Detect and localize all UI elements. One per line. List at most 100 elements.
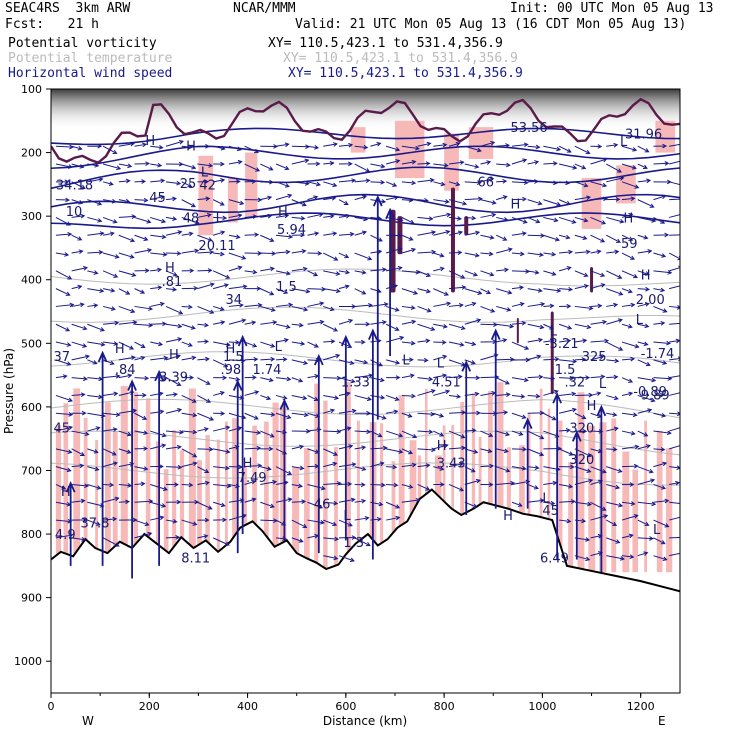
shade-lower	[391, 461, 396, 573]
y-tick-label: 500	[21, 337, 42, 350]
wind-vector	[291, 158, 310, 165]
wind-vector	[338, 231, 355, 237]
x-tick-label: 1200	[627, 700, 655, 713]
wind-vector	[401, 412, 413, 418]
wind-vector	[433, 430, 445, 437]
wind-vector	[150, 321, 167, 327]
y-tick-label: 600	[21, 401, 42, 414]
wind-vector	[291, 199, 307, 207]
x-tick-label: 200	[139, 700, 160, 713]
wind-vector	[244, 232, 260, 238]
wind-vector	[197, 356, 210, 362]
wind-vector	[134, 341, 146, 348]
wind-vector	[197, 339, 209, 344]
wind-vector	[134, 248, 153, 254]
wind-vector	[574, 338, 588, 344]
wind-vector	[637, 163, 648, 170]
shade-lower	[460, 401, 465, 573]
wind-vector	[527, 498, 545, 503]
wind-vector	[511, 446, 527, 452]
wind-vector	[102, 145, 118, 154]
wind-vector	[291, 232, 306, 238]
wind-vector	[653, 232, 670, 238]
wind-vector	[134, 481, 146, 487]
wind-vector	[213, 483, 232, 489]
wind-vector	[637, 478, 656, 485]
wind-vector	[386, 195, 399, 201]
wind-vector	[55, 412, 74, 417]
y-tick-label: 700	[21, 464, 42, 477]
hl-label: L	[636, 313, 644, 328]
wind-vector	[543, 376, 556, 381]
wind-vector	[669, 537, 680, 539]
wind-vector	[134, 234, 149, 241]
wind-vector	[165, 337, 183, 343]
contour-value-label: 20.11	[198, 239, 235, 254]
wind-vector	[213, 411, 226, 416]
wind-vector	[511, 216, 528, 224]
wind-vector	[480, 390, 497, 396]
terrain-fill	[51, 489, 680, 693]
wind-vector	[653, 412, 667, 418]
field-theta-name: Potential temperature	[8, 51, 173, 66]
wind-vector	[291, 428, 311, 434]
wind-vector	[55, 216, 72, 226]
wind-vector	[102, 270, 119, 278]
wind-vector	[653, 143, 668, 149]
wind-vector	[637, 377, 657, 383]
wind-vector	[55, 394, 73, 403]
wind-vector	[574, 145, 591, 155]
wind-vector	[165, 180, 182, 186]
wind-vector	[590, 338, 610, 344]
wind-vector	[323, 195, 337, 201]
wind-vector	[621, 234, 634, 241]
wind-vector	[511, 412, 527, 420]
wind-vector	[276, 357, 288, 362]
shade-lower	[63, 403, 69, 573]
wind-vector	[386, 375, 401, 380]
wind-vector	[87, 249, 104, 255]
wind-vector	[338, 284, 350, 290]
shade-lower	[519, 445, 525, 573]
shade-upper-1	[245, 152, 258, 217]
header-fcst: Fcst: 21 h	[5, 17, 99, 32]
contour-value-label: 59	[621, 237, 638, 252]
wind-vector	[370, 234, 383, 242]
wind-vector	[181, 285, 199, 291]
wind-vector	[244, 463, 263, 469]
wind-vector	[496, 392, 511, 397]
wind-vector	[118, 448, 132, 454]
wind-vector	[464, 318, 482, 325]
hl-label: H	[641, 269, 651, 284]
wind-vector	[386, 515, 401, 521]
wind-vector	[291, 377, 304, 383]
wind-vector	[527, 430, 545, 440]
wind-vector	[244, 163, 261, 172]
wind-vector	[165, 518, 178, 524]
x-axis-label: Distance (km)	[323, 714, 407, 728]
wind-vector	[559, 483, 574, 489]
wind-vector	[213, 448, 231, 454]
wind-vector	[338, 178, 357, 183]
wind-vector	[118, 373, 133, 379]
wind-vector	[260, 446, 274, 452]
wind-vector	[354, 216, 369, 222]
wind-vector	[401, 357, 414, 363]
contour-value-label: 320	[569, 453, 594, 468]
wind-vector	[291, 305, 309, 312]
hl-label: H	[186, 140, 196, 155]
wind-vector	[181, 429, 198, 435]
hl-label: H	[587, 399, 597, 414]
wind-vector	[87, 143, 103, 149]
wind-vector	[103, 373, 121, 379]
pv-tropopause-contour	[51, 97, 680, 164]
updraft-arrow	[461, 360, 472, 515]
shade-lower	[442, 425, 446, 573]
wind-vector	[511, 357, 531, 363]
wind-vector	[275, 412, 292, 420]
wind-vector	[244, 356, 259, 362]
wind-vector	[291, 465, 305, 471]
wind-vector	[323, 213, 335, 219]
wind-vector	[181, 231, 194, 237]
wind-vector	[323, 252, 339, 261]
